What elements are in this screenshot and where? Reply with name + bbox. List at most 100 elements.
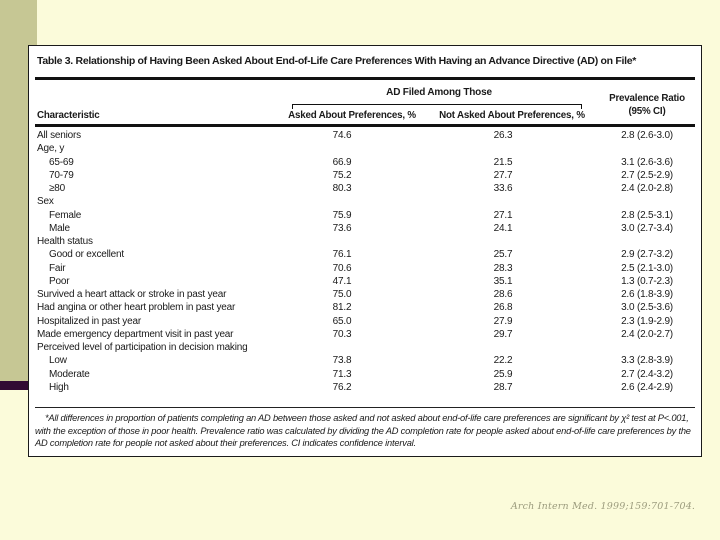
column-header-prevalence-ratio: Prevalence Ratio (95% CI) [582,93,712,118]
rule-below-headers [35,124,695,127]
cell-prevalence-ratio: 2.7 (2.4-3.2) [621,368,673,380]
cell-asked: 75.9 [332,209,352,221]
cell-asked: 76.1 [332,249,352,261]
cell-not-asked: 28.3 [493,262,513,274]
cell-prevalence-ratio: 2.3 (1.9-2.9) [621,315,673,327]
table-row: Fair 70.6 28.3 2.5 (2.1-3.0) [29,262,699,275]
spanner-header: AD Filed Among Those [386,87,492,98]
table-title: Table 3. Relationship of Having Been Ask… [37,55,637,67]
cell-asked: 71.3 [332,368,352,380]
table-footnote: *All differences in proportion of patien… [35,413,691,449]
row-label: Age, y [37,143,65,155]
cell-not-asked: 24.1 [493,222,513,234]
cell-prevalence-ratio: 2.6 (2.4-2.9) [621,381,673,393]
prevalence-ratio-header-line2: (95% CI) [628,105,666,117]
row-label: High [49,381,69,393]
row-label: Survived a heart attack or stroke in pas… [37,289,227,300]
cell-prevalence-ratio: 3.0 (2.5-3.6) [621,302,673,314]
row-label: Perceived level of participation in deci… [37,342,248,353]
row-label: Had angina or other heart problem in pas… [37,302,236,314]
row-label: Female [49,209,82,221]
cell-prevalence-ratio: 2.5 (2.1-3.0) [621,262,673,274]
table-row: Health status [29,235,699,248]
table-row: ≥80 80.3 33.6 2.4 (2.0-2.8) [29,182,699,195]
spanner-bracket [292,104,582,109]
table-row: Moderate 71.3 25.9 2.7 (2.4-3.2) [29,368,699,381]
table-row: Male 73.6 24.1 3.0 (2.7-3.4) [29,222,699,235]
cell-prevalence-ratio: 1.3 (0.7-2.3) [621,275,673,287]
row-label: Male [49,222,70,234]
cell-prevalence-ratio: 2.7 (2.5-2.9) [621,169,673,181]
cell-asked: 80.3 [332,183,352,194]
cell-not-asked: 25.9 [493,368,513,380]
row-label: Fair [49,262,66,274]
cell-asked: 70.6 [332,262,352,274]
rule-above-footnote [35,407,695,408]
cell-asked: 73.6 [332,222,352,234]
table-row: Made emergency department visit in past … [29,328,699,341]
cell-prevalence-ratio: 2.6 (1.8-3.9) [621,289,673,300]
cell-asked: 75.0 [332,289,352,300]
table-row: Age, y [29,142,699,155]
cell-not-asked: 28.7 [493,381,513,393]
table-card: Table 3. Relationship of Having Been Ask… [28,45,702,457]
cell-not-asked: 33.6 [493,183,513,194]
row-label: 70-79 [49,169,74,181]
table-row: Low 73.8 22.2 3.3 (2.8-3.9) [29,354,699,367]
cell-asked: 81.2 [332,302,352,314]
column-header-asked: Asked About Preferences, % [288,110,416,121]
row-label: Hospitalized in past year [37,315,141,327]
cell-asked: 73.8 [332,355,352,367]
citation: Arch Intern Med. 1999;159:701-704. [510,501,696,512]
cell-not-asked: 25.7 [493,249,513,261]
table-row: Perceived level of participation in deci… [29,341,699,354]
rule-below-title [35,77,695,80]
cell-asked: 75.2 [332,169,352,181]
cell-asked: 76.2 [332,381,352,393]
cell-not-asked: 27.7 [493,169,513,181]
cell-prevalence-ratio: 2.9 (2.7-3.2) [621,249,673,261]
table-row: 70-79 75.2 27.7 2.7 (2.5-2.9) [29,169,699,182]
table-row: All seniors 74.6 26.3 2.8 (2.6-3.0) [29,129,699,142]
cell-not-asked: 27.9 [493,315,513,327]
row-label: Poor [49,275,70,287]
table-row: Hospitalized in past year 65.0 27.9 2.3 … [29,315,699,328]
column-header-characteristic: Characteristic [37,110,100,121]
cell-asked: 74.6 [332,130,352,141]
table-row: Poor 47.1 35.1 1.3 (0.7-2.3) [29,275,699,288]
prevalence-ratio-header-line1: Prevalence Ratio [609,93,685,104]
cell-asked: 70.3 [332,328,352,340]
cell-not-asked: 27.1 [493,209,513,221]
table-row: 65-69 66.9 21.5 3.1 (2.6-3.6) [29,156,699,169]
cell-not-asked: 28.6 [493,289,513,300]
cell-prevalence-ratio: 2.8 (2.5-3.1) [621,209,673,221]
cell-not-asked: 26.3 [493,130,513,141]
cell-prevalence-ratio: 2.4 (2.0-2.7) [621,328,673,340]
cell-asked: 66.9 [332,156,352,168]
cell-asked: 47.1 [332,275,352,287]
left-accent-bar [0,381,37,390]
cell-prevalence-ratio: 3.0 (2.7-3.4) [621,222,673,234]
table-row: Had angina or other heart problem in pas… [29,301,699,314]
row-label: Health status [37,236,93,247]
row-label: Sex [37,196,54,208]
cell-prevalence-ratio: 2.8 (2.6-3.0) [621,130,673,141]
cell-not-asked: 29.7 [493,328,513,340]
cell-prevalence-ratio: 3.1 (2.6-3.6) [621,156,673,168]
cell-not-asked: 26.8 [493,302,513,314]
table-body: All seniors 74.6 26.3 2.8 (2.6-3.0) Age,… [29,129,699,394]
row-label: Good or excellent [49,249,124,261]
table-row: Female 75.9 27.1 2.8 (2.5-3.1) [29,209,699,222]
cell-prevalence-ratio: 3.3 (2.8-3.9) [621,355,673,367]
cell-not-asked: 35.1 [493,275,513,287]
cell-prevalence-ratio: 2.4 (2.0-2.8) [621,183,673,194]
row-label: 65-69 [49,156,74,168]
table-row: Good or excellent 76.1 25.7 2.9 (2.7-3.2… [29,248,699,261]
row-label: Low [49,355,67,367]
column-header-not-asked: Not Asked About Preferences, % [439,110,585,121]
cell-asked: 65.0 [332,315,352,327]
row-label: Moderate [49,368,90,380]
table-row: Sex [29,195,699,208]
row-label: ≥80 [49,183,66,194]
